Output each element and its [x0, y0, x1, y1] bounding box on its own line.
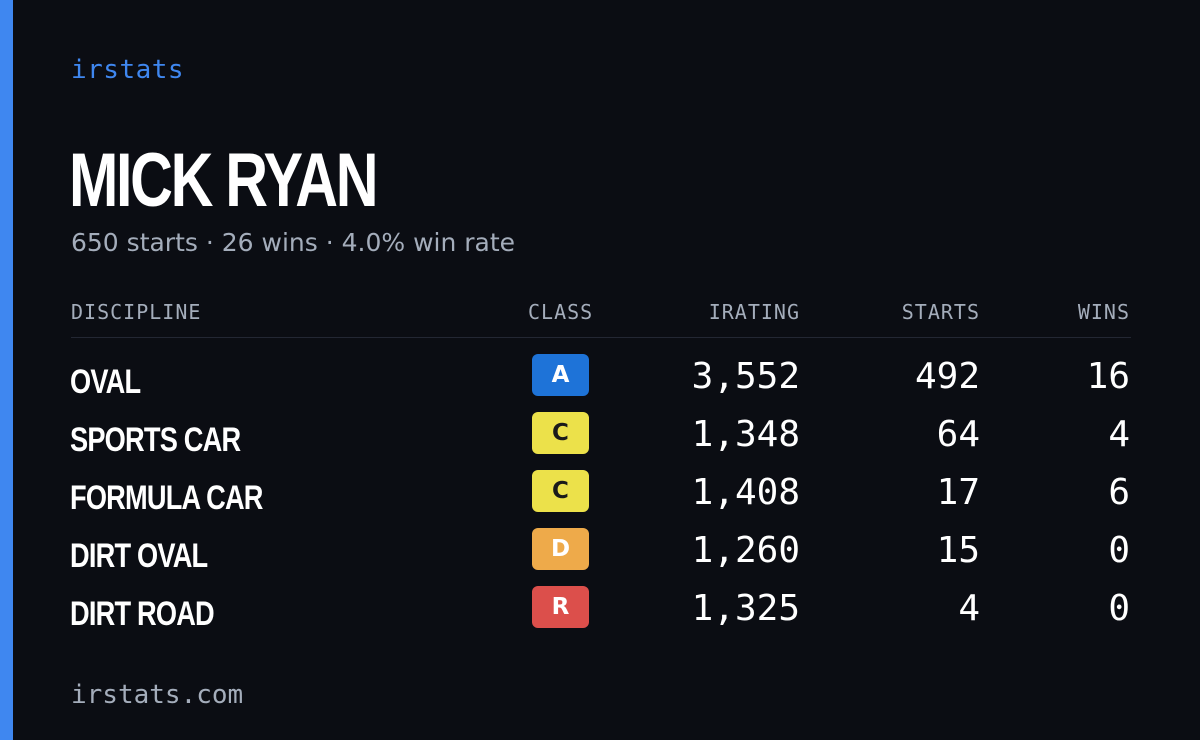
table-row: OVAL A 3,552 492 16	[0, 354, 1200, 412]
irating-value: 1,325	[691, 588, 800, 629]
discipline-name: FORMULA CAR	[70, 479, 263, 517]
starts-value: 4	[958, 588, 980, 629]
wins-value: 0	[1108, 588, 1130, 629]
discipline-name: DIRT OVAL	[70, 537, 208, 575]
header-class: CLASS	[528, 300, 594, 324]
wins-value: 6	[1108, 472, 1130, 513]
class-badge: C	[532, 470, 589, 512]
brand-logo-text: irstats	[71, 55, 185, 85]
header-starts: STARTS	[901, 300, 980, 324]
class-badge: R	[532, 586, 589, 628]
accent-bar	[0, 0, 13, 740]
header-divider	[71, 337, 1131, 338]
starts-value: 17	[936, 472, 980, 513]
table-row: DIRT OVAL D 1,260 15 0	[0, 528, 1200, 586]
table-row: FORMULA CAR C 1,408 17 6	[0, 470, 1200, 528]
table-row: SPORTS CAR C 1,348 64 4	[0, 412, 1200, 470]
header-wins: WINS	[1077, 300, 1130, 324]
starts-value: 15	[936, 530, 980, 571]
irating-value: 3,552	[691, 356, 800, 397]
discipline-name: SPORTS CAR	[70, 421, 241, 459]
irating-value: 1,260	[691, 530, 800, 571]
wins-value: 16	[1086, 356, 1130, 397]
table-row: DIRT ROAD R 1,325 4 0	[0, 586, 1200, 644]
class-badge: D	[532, 528, 589, 570]
header-discipline: DISCIPLINE	[71, 300, 202, 324]
driver-name: MICK RYAN	[69, 138, 379, 223]
discipline-name: OVAL	[70, 363, 141, 401]
class-badge: A	[532, 354, 589, 396]
wins-value: 0	[1108, 530, 1130, 571]
footer-url: irstats.com	[71, 680, 244, 710]
starts-value: 492	[914, 356, 980, 397]
header-irating: IRATING	[708, 300, 800, 324]
irating-value: 1,348	[691, 414, 800, 455]
discipline-name: DIRT ROAD	[70, 595, 215, 633]
irating-value: 1,408	[691, 472, 800, 513]
class-badge: C	[532, 412, 589, 454]
career-summary: 650 starts · 26 wins · 4.0% win rate	[71, 228, 516, 257]
starts-value: 64	[936, 414, 980, 455]
wins-value: 4	[1108, 414, 1130, 455]
